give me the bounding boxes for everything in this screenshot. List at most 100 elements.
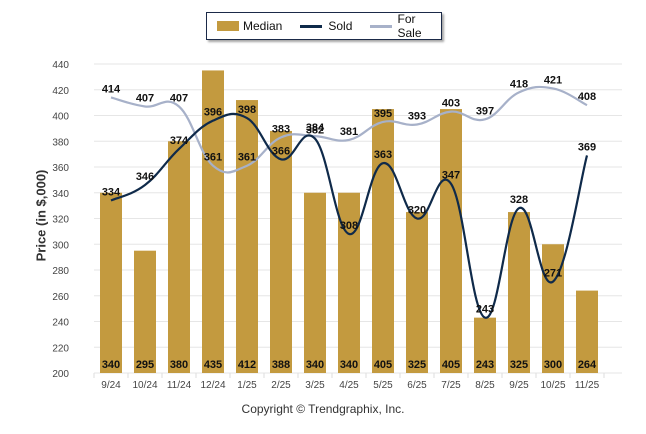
x-tick-label: 11/25 [575, 380, 600, 391]
x-tick-label: 10/25 [540, 380, 565, 391]
sold-swatch [300, 24, 323, 28]
x-axis-ticks: 9/24 10/24 11/24 12/24 1/25 2/25 3/25 4/25 5/25 6… [93, 373, 605, 391]
median-label: 435 [204, 359, 222, 371]
y-tick-label: 200 [52, 369, 69, 380]
for-sale-label: 383 [272, 123, 290, 135]
median-label: 340 [340, 359, 358, 371]
x-tick-label: 8/25 [475, 380, 495, 391]
sold-label: 347 [442, 170, 460, 182]
y-tick-label: 380 [52, 137, 69, 148]
median-bar [474, 317, 496, 373]
sold-label: 320 [408, 205, 426, 217]
sold-label: 396 [204, 107, 222, 119]
median-bar [236, 100, 258, 374]
median-label: 405 [374, 359, 392, 371]
sold-label: 369 [578, 141, 596, 153]
median-bar [202, 70, 224, 373]
data-labels: 340 295 380 435 412 388 340 340 405 325 405 243 325 3… [102, 74, 597, 371]
x-tick-label: 6/25 [407, 380, 427, 391]
y-tick-label: 280 [52, 266, 69, 277]
for-sale-swatch [370, 24, 392, 28]
median-bar [508, 212, 530, 373]
for-sale-label: 393 [408, 111, 426, 123]
legend-label: Median [243, 19, 283, 33]
x-tick-label: 4/25 [339, 380, 359, 391]
median-label: 300 [544, 359, 562, 371]
median-label: 340 [306, 359, 324, 371]
copyright: Copyright © Trendgraphix, Inc. [241, 402, 405, 416]
for-sale-label: 361 [204, 152, 222, 164]
sold-label: 382 [306, 125, 324, 137]
median-bar [270, 130, 292, 373]
median-label: 340 [102, 359, 120, 371]
for-sale-label: 407 [170, 92, 188, 104]
y-tick-label: 300 [52, 240, 69, 251]
median-bar [406, 212, 428, 373]
legend-item-median[interactable]: Median [217, 19, 282, 33]
median-bar [576, 290, 598, 373]
for-sale-label: 381 [340, 126, 358, 138]
for-sale-label: 384 [306, 122, 325, 134]
y-tick-label: 260 [52, 292, 69, 303]
y-axis-ticks: 200 220 240 260 280 300 320 340 360 380 400 420 440 [52, 60, 69, 380]
median-label: 243 [476, 359, 494, 371]
for-sale-label: 421 [544, 74, 562, 86]
sold-label: 308 [340, 220, 358, 232]
median-bar [168, 141, 190, 373]
sold-label: 366 [272, 145, 290, 157]
x-tick-label: 3/25 [305, 380, 325, 391]
x-tick-label: 1/25 [237, 380, 257, 391]
median-bar [134, 250, 156, 373]
sold-label: 346 [136, 171, 154, 183]
x-tick-label: 9/25 [509, 380, 529, 391]
y-tick-label: 320 [52, 215, 69, 226]
for-sale-label: 403 [442, 98, 460, 110]
for-sale-label: 414 [102, 83, 121, 95]
y-tick-label: 240 [52, 318, 69, 329]
median-label: 264 [578, 359, 597, 371]
median-bar [338, 192, 360, 373]
median-bars [100, 70, 598, 374]
for-sale-label: 395 [374, 108, 392, 120]
sold-label: 271 [544, 268, 562, 280]
series-lines [110, 85, 589, 319]
y-tick-label: 420 [52, 86, 69, 97]
x-tick-label: 7/25 [441, 380, 461, 391]
x-tick-label: 2/25 [271, 380, 291, 391]
median-bar [304, 192, 326, 373]
sold-label: 374 [170, 135, 189, 147]
median-label: 405 [442, 359, 460, 371]
median-bar [372, 109, 394, 373]
x-tick-label: 12/24 [200, 380, 225, 391]
sold-label: 363 [374, 149, 392, 161]
median-bar [440, 109, 462, 373]
y-axis-title: Price (in $,000) [33, 169, 49, 262]
for-sale-label: 408 [578, 91, 596, 103]
y-tick-label: 440 [52, 60, 69, 71]
x-tick-label: 5/25 [373, 380, 393, 391]
legend-item-for-sale[interactable]: For Sale [362, 12, 441, 40]
sold-label: 328 [510, 194, 528, 206]
for-sale-label: 407 [136, 92, 154, 104]
median-label: 295 [136, 359, 154, 371]
median-swatch [217, 21, 239, 31]
median-label: 325 [510, 359, 528, 371]
median-bar [100, 192, 122, 373]
for-sale-label: 397 [476, 105, 494, 117]
legend-item-sold[interactable]: Sold [292, 19, 352, 33]
legend-label: For Sale [397, 12, 422, 40]
for-sale-line [110, 85, 588, 174]
legend-label: Sold [328, 19, 353, 33]
median-label: 388 [272, 359, 290, 371]
x-tick-label: 10/24 [132, 380, 157, 391]
median-label: 412 [238, 359, 256, 371]
sold-label: 243 [476, 304, 494, 316]
sold-line [110, 112, 589, 319]
y-tick-label: 400 [52, 112, 69, 123]
y-tick-label: 360 [52, 163, 69, 174]
median-label: 380 [170, 359, 188, 371]
for-sale-label: 418 [510, 78, 528, 90]
sold-label: 334 [102, 186, 121, 198]
for-sale-label: 361 [238, 152, 256, 164]
y-tick-label: 340 [52, 189, 69, 200]
